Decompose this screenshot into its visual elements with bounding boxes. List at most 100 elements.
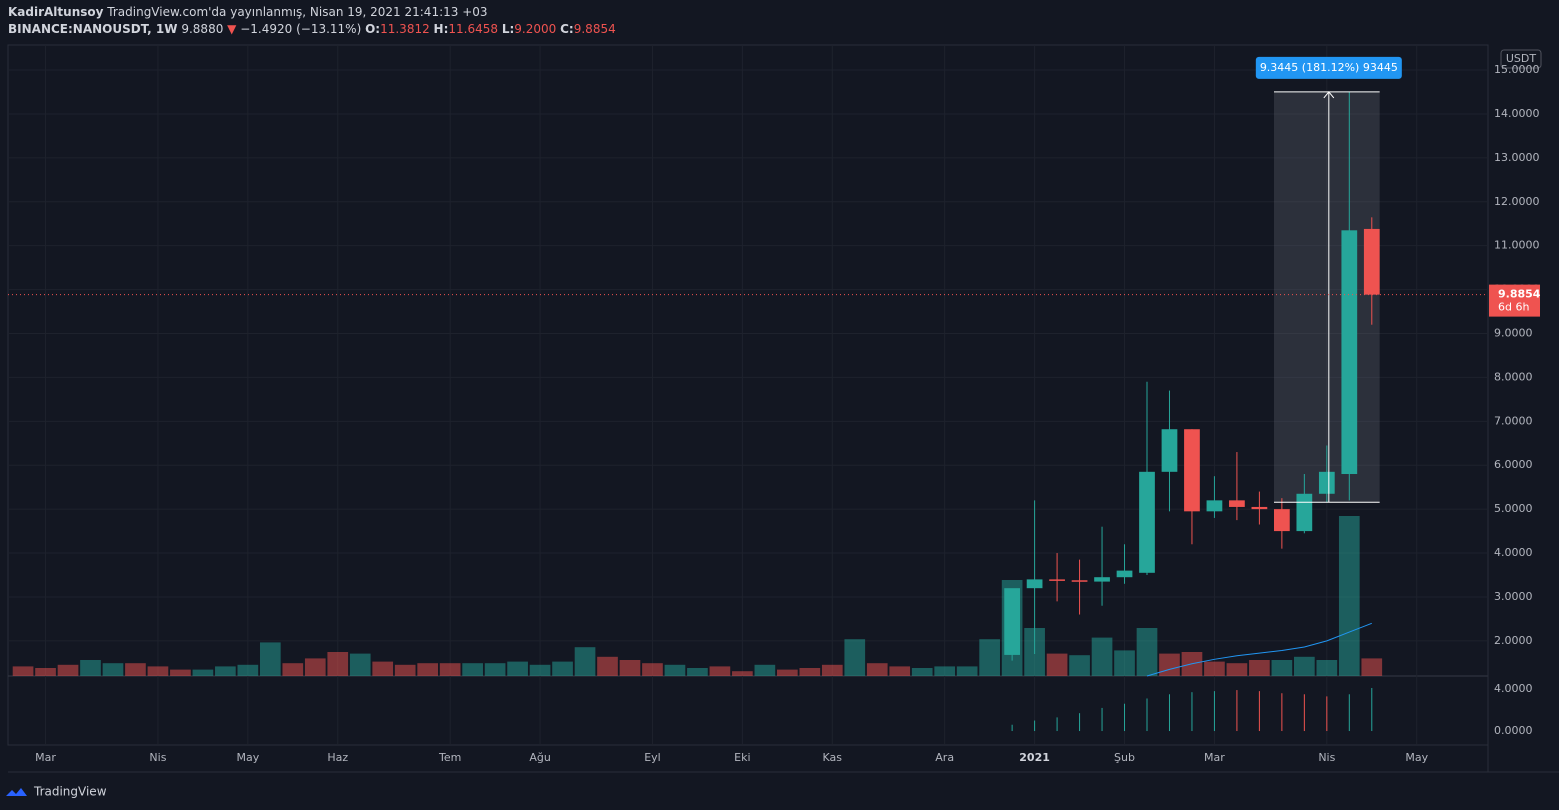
x-tick-label: 2021 xyxy=(1019,751,1050,764)
volume-bar xyxy=(911,668,933,676)
last-price: 9.8854 xyxy=(1498,288,1541,301)
volume-bar xyxy=(1069,655,1090,676)
volume-bar xyxy=(529,664,551,676)
x-tick-label: Haz xyxy=(327,751,348,764)
volume-bar xyxy=(484,663,506,676)
y-tick-label: 7.0000 xyxy=(1494,414,1533,427)
volume-bar xyxy=(1226,663,1248,676)
l-label: L: xyxy=(501,22,515,36)
countdown: 6d 6h xyxy=(1498,301,1529,314)
y-tick-label: 5.0000 xyxy=(1494,502,1533,515)
author: KadirAltunsoy xyxy=(8,5,104,19)
x-tick-label: Şub xyxy=(1114,751,1135,764)
candle-body xyxy=(1184,429,1200,512)
volume-bar xyxy=(889,666,911,676)
footer: TradingView xyxy=(33,785,107,799)
currency: USDT xyxy=(1506,52,1537,65)
x-tick-label: Tem xyxy=(438,751,461,764)
y-tick-label: 8.0000 xyxy=(1494,370,1533,383)
volume-bar xyxy=(147,666,169,676)
volume-bar xyxy=(102,663,124,676)
candle-body xyxy=(1071,580,1088,582)
candle-body xyxy=(1251,506,1268,510)
volume-bar xyxy=(1136,628,1158,676)
x-tick-label: May xyxy=(1405,751,1428,764)
measure-label-box xyxy=(1255,56,1402,79)
volume-bar xyxy=(574,647,596,676)
y-tick-label: 6.0000 xyxy=(1494,458,1533,471)
volume-bar xyxy=(1159,653,1180,676)
volume-bar xyxy=(709,666,731,676)
candle-body xyxy=(1206,500,1223,512)
candle-body xyxy=(1094,577,1110,582)
volume-bar xyxy=(507,661,528,676)
volume-bar xyxy=(956,666,978,676)
indicator-tick-label: 0.0000 xyxy=(1494,724,1533,737)
volume-bar xyxy=(597,656,618,676)
last: 9.8880 xyxy=(181,22,224,36)
measure-label: 9.3445 (181.12%) 93445 xyxy=(1260,61,1398,74)
volume-bar xyxy=(372,661,394,676)
volume-bar xyxy=(417,663,439,676)
volume-bar xyxy=(282,663,304,676)
y-tick-label: 4.0000 xyxy=(1494,546,1533,559)
volume-bar xyxy=(979,639,1000,676)
volume-bar xyxy=(462,663,483,676)
volume-bar xyxy=(1249,660,1270,676)
h-label: H: xyxy=(433,22,449,36)
volume-bar xyxy=(1271,660,1293,676)
x-tick-label: Nis xyxy=(149,751,166,764)
volume-bar xyxy=(754,664,776,676)
plot-frame xyxy=(7,44,1489,746)
volume-bar xyxy=(394,664,416,676)
candle-body xyxy=(1341,230,1358,475)
volume-bar xyxy=(1294,656,1315,676)
logo xyxy=(6,788,27,796)
candle-body xyxy=(1116,570,1133,578)
x-tick-label: Ağu xyxy=(529,751,550,764)
candle-body xyxy=(1161,429,1178,472)
volume-bar xyxy=(57,664,79,676)
y-tick-label: 11.0000 xyxy=(1494,239,1540,252)
volume-bar xyxy=(642,663,663,676)
volume-bar xyxy=(349,653,371,676)
y-tick-label: 12.0000 xyxy=(1494,195,1540,208)
candle-body xyxy=(1026,579,1043,589)
volume-bar xyxy=(1204,661,1225,676)
l: 9.2000 xyxy=(514,22,557,36)
change: −1.4920 (−13.11%) xyxy=(240,22,362,36)
x-tick-label: Mar xyxy=(35,751,56,764)
x-tick-label: Nis xyxy=(1318,751,1335,764)
volume-bar xyxy=(552,661,573,676)
measure-box xyxy=(1274,91,1380,503)
volume-bar xyxy=(799,668,821,676)
volume-bar xyxy=(12,666,34,676)
published: TradingView.com'da yayınlanmış, Nisan 19… xyxy=(107,5,488,19)
volume-bar xyxy=(844,639,866,676)
volume-bar xyxy=(687,668,708,676)
candle-body xyxy=(1318,471,1335,494)
volume-bar xyxy=(35,668,56,676)
x-tick-label: Eki xyxy=(734,751,750,764)
volume-bar xyxy=(327,652,349,676)
y-tick-label: 3.0000 xyxy=(1494,590,1533,603)
x-tick-label: Mar xyxy=(1204,751,1225,764)
candle-body xyxy=(1049,579,1065,581)
volume-bar xyxy=(1046,653,1068,676)
x-tick-label: Ara xyxy=(935,751,954,764)
h: 11.6458 xyxy=(448,22,499,36)
x-tick-label: Eyl xyxy=(644,751,661,764)
y-tick-label: 15.0000 xyxy=(1494,63,1540,76)
volume-bar xyxy=(664,664,686,676)
volume-bar xyxy=(439,663,461,676)
c: 9.8854 xyxy=(573,22,616,36)
c-label: C: xyxy=(560,22,574,36)
candle-body xyxy=(1229,500,1245,507)
candle-body xyxy=(1296,493,1313,532)
volume-bar xyxy=(1114,650,1135,676)
ma-line xyxy=(1146,622,1372,677)
volume-bar xyxy=(776,669,798,676)
o-label: O: xyxy=(365,22,381,36)
